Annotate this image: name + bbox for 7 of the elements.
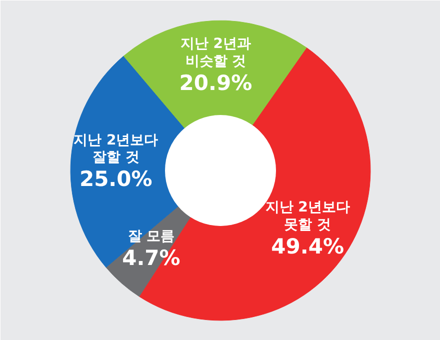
data-label: 20.9% [179,70,252,95]
data-label: 25.0% [79,167,152,192]
slice-label: 지난 2년보다 잘할 것 [74,132,158,166]
slice-label: 지난 2년과 비슷할 것 [180,36,252,70]
slice-label: 지난 2년보다 못할 것 [265,200,350,233]
data-label: 49.4% [271,234,344,258]
slice-label: 잘 모름 [128,228,175,245]
